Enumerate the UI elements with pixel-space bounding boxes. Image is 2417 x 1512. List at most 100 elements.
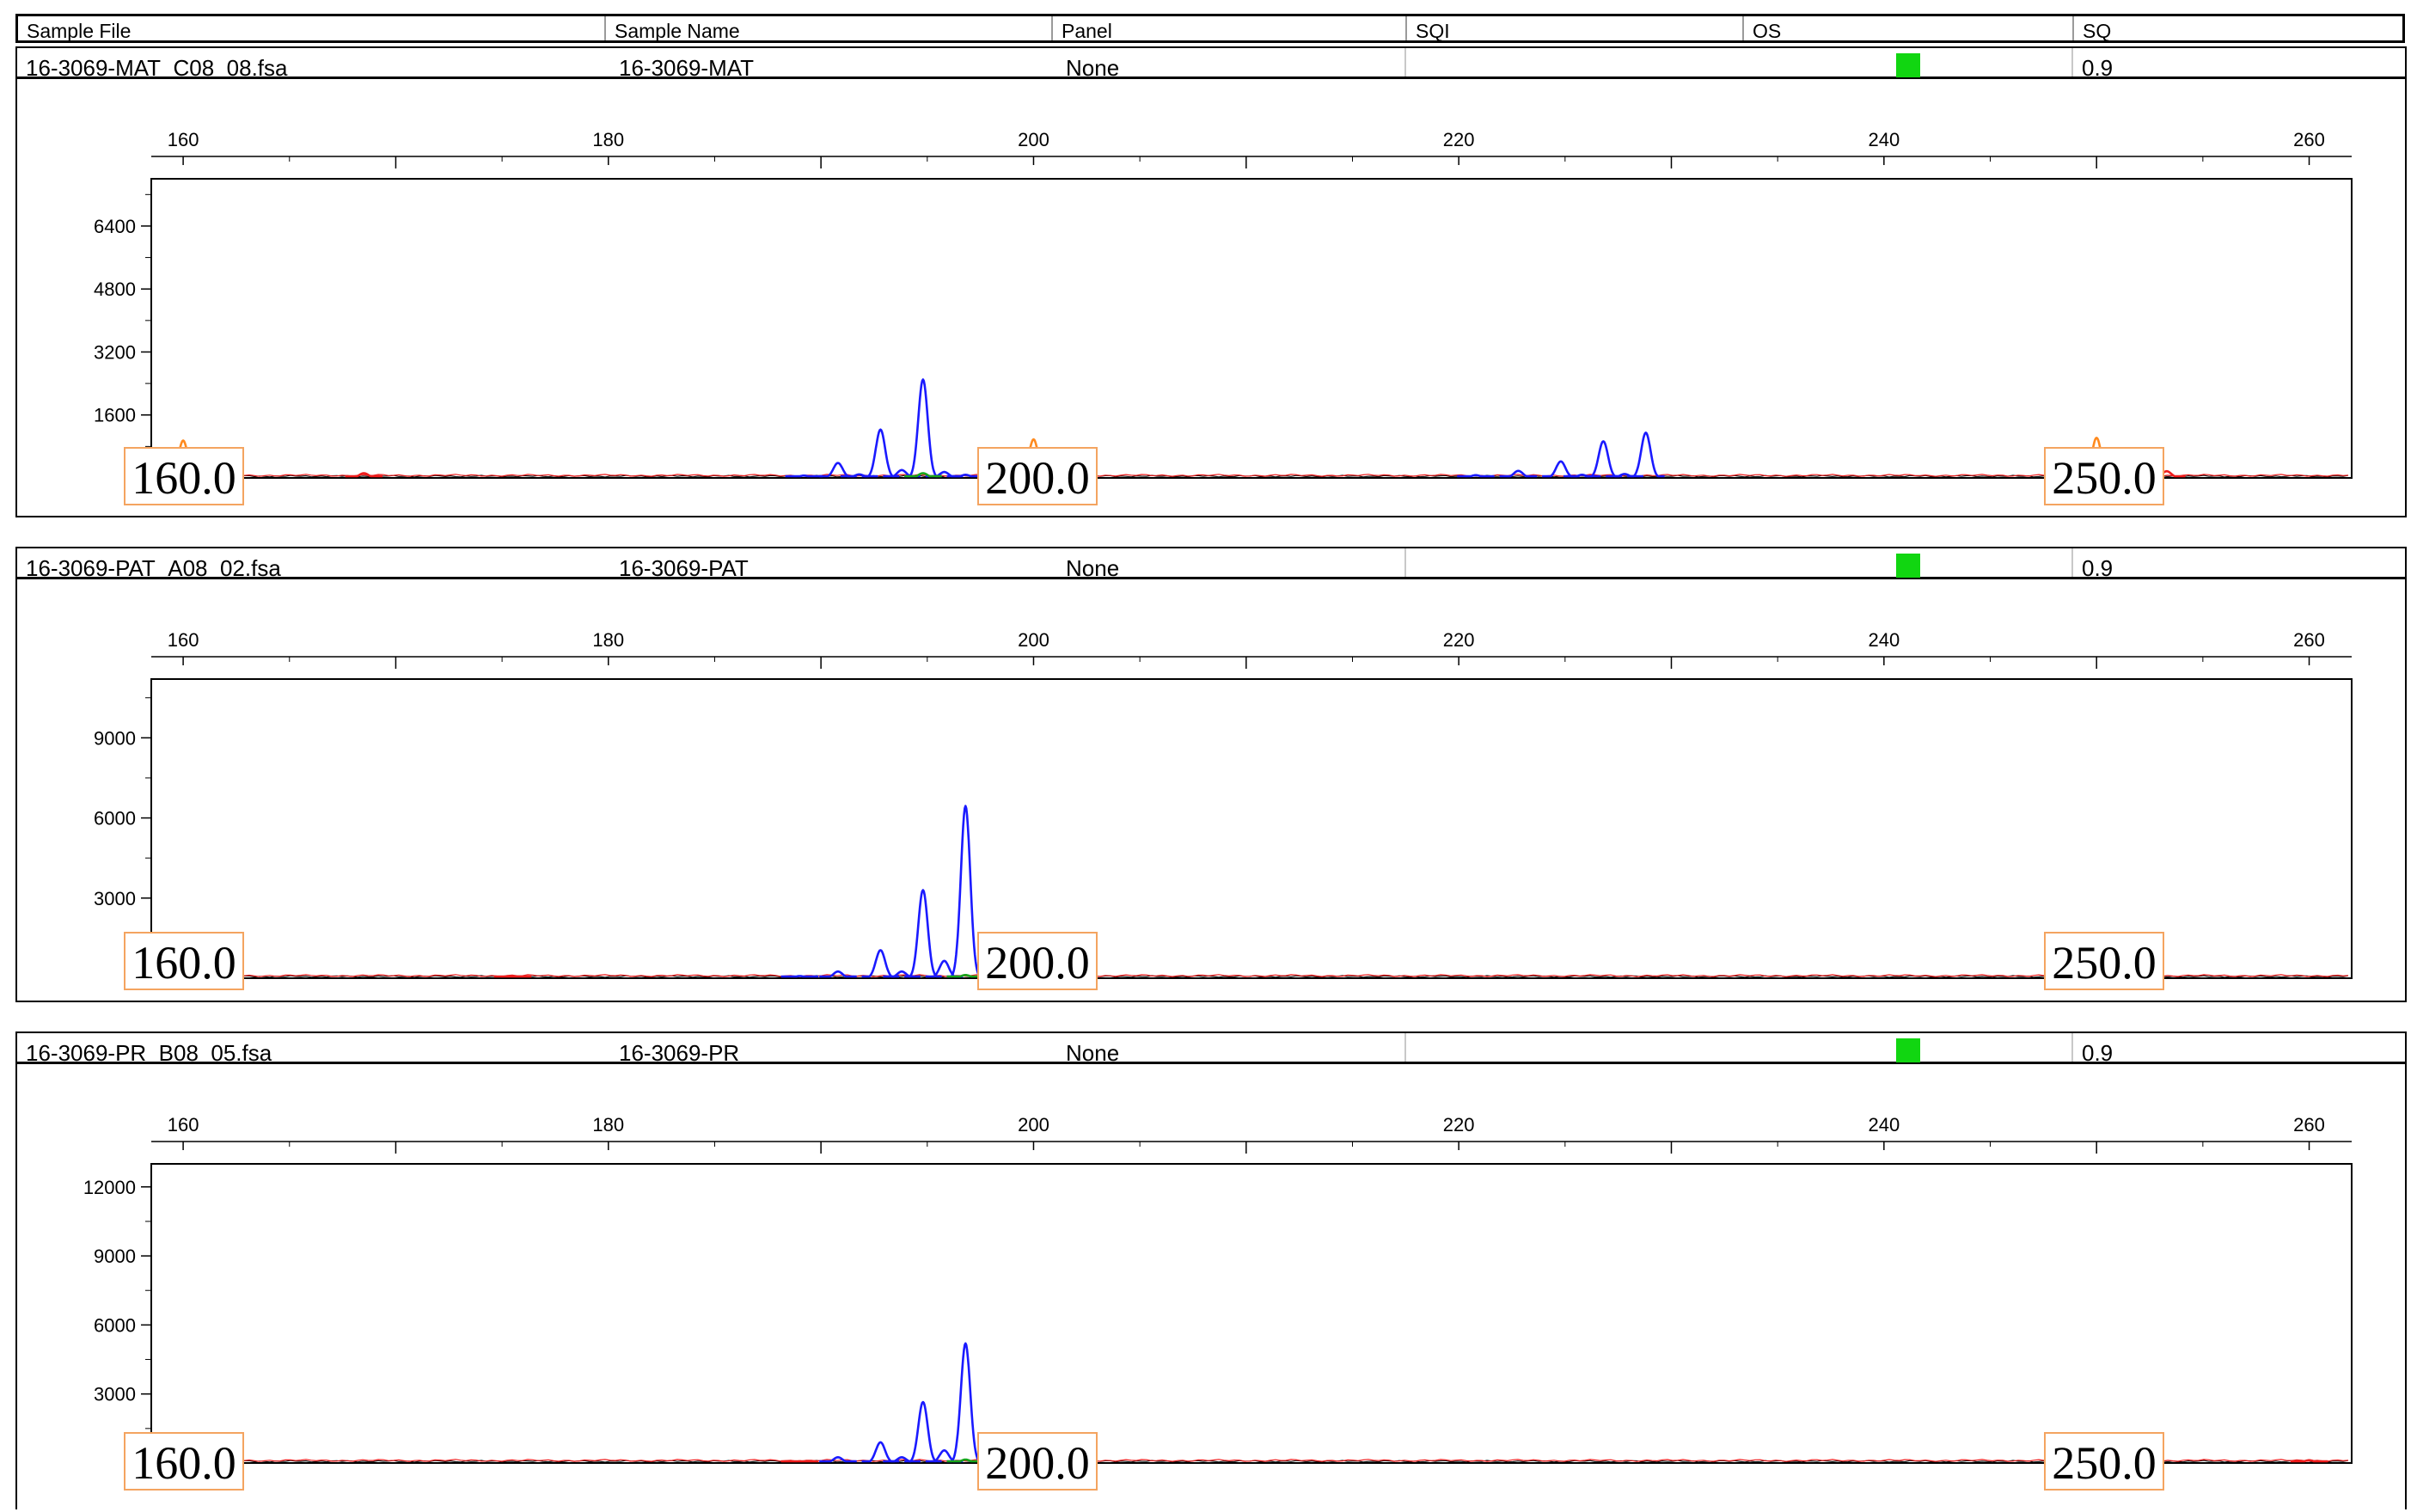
- sample-file-cell: 16-3069-MAT_C08_08.fsa: [26, 55, 288, 77]
- x-tick-label: 240: [1868, 129, 1900, 150]
- sample-panel-mat: 16-3069-MAT_C08_08.fsa 16-3069-MAT None …: [15, 46, 2407, 517]
- y-tick-label: 9000: [94, 1246, 136, 1267]
- electropherogram-plot[interactable]: 1601802002202402600300060009000: [17, 586, 2407, 989]
- size-label-box[interactable]: 160.0: [124, 932, 244, 990]
- sample-info-row[interactable]: 16-3069-MAT_C08_08.fsa 16-3069-MAT None …: [17, 48, 2405, 79]
- size-label-box[interactable]: 160.0: [124, 447, 244, 505]
- sample-name-cell: 16-3069-PR: [619, 1040, 740, 1062]
- blue-peak: [861, 1441, 900, 1463]
- y-tick-label: 3000: [94, 1384, 136, 1405]
- blue-peak: [818, 462, 858, 478]
- column-header-sample-name[interactable]: Sample Name: [604, 16, 1051, 42]
- x-tick-label: 220: [1443, 129, 1475, 150]
- x-tick-label: 180: [592, 629, 624, 651]
- blue-peak: [1584, 440, 1623, 478]
- x-tick-label: 260: [2293, 129, 2325, 150]
- x-tick-label: 160: [168, 1114, 199, 1136]
- sample-name-cell: 16-3069-MAT: [619, 55, 755, 77]
- x-tick-label: 180: [592, 1114, 624, 1136]
- green-peak: [903, 472, 942, 478]
- sqi-cell: [1404, 48, 2071, 77]
- red-peak: [2290, 1459, 2328, 1463]
- os-status-indicator: [1896, 554, 1920, 578]
- column-header-panel[interactable]: Panel: [1051, 16, 1405, 42]
- column-header-sq[interactable]: SQ: [2072, 16, 2402, 42]
- blue-peak: [883, 970, 921, 978]
- x-tick-label: 180: [592, 129, 624, 150]
- column-header-sqi[interactable]: SQI: [1405, 16, 1742, 42]
- size-label-box[interactable]: 250.0: [2044, 932, 2164, 990]
- panel-cell: None: [1066, 555, 1120, 577]
- plot-frame: [150, 1163, 2353, 1464]
- sample-panel-pr: 16-3069-PR_B08_05.fsa 16-3069-PR None 0.…: [15, 1031, 2407, 1509]
- size-label-box[interactable]: 200.0: [977, 932, 1098, 990]
- x-tick-label: 200: [1018, 129, 1049, 150]
- sqi-cell: [1404, 1033, 2071, 1062]
- plot-frame: [150, 678, 2353, 979]
- x-tick-label: 220: [1443, 1114, 1475, 1136]
- column-header-sample-file[interactable]: Sample File: [27, 20, 132, 42]
- blue-peak: [903, 1400, 942, 1463]
- sq-cell: 0.9: [2071, 1033, 2402, 1062]
- blue-peak: [818, 1456, 858, 1463]
- size-label-box[interactable]: 250.0: [2044, 1432, 2164, 1491]
- electropherogram-plot[interactable]: 160180200220240260030006000900012000: [17, 1071, 2407, 1474]
- size-label-box[interactable]: 250.0: [2044, 447, 2164, 505]
- sample-panel-pat: 16-3069-PAT_A08_02.fsa 16-3069-PAT None …: [15, 547, 2407, 1002]
- sqi-cell: [1404, 548, 2071, 577]
- panel-cell: None: [1066, 1040, 1120, 1062]
- baseline-trace: [150, 1459, 2349, 1462]
- size-label-box[interactable]: 200.0: [977, 447, 1098, 505]
- size-label-box[interactable]: 200.0: [977, 1432, 1098, 1491]
- y-tick-label: 4800: [94, 279, 136, 300]
- sq-cell: 0.9: [2071, 48, 2402, 77]
- x-tick-label: 240: [1868, 1114, 1900, 1136]
- blue-peak: [1626, 432, 1665, 478]
- blue-peak: [818, 970, 858, 978]
- y-tick-label: 6000: [94, 808, 136, 829]
- blue-peak: [903, 889, 942, 978]
- y-tick-label: 1600: [94, 405, 136, 426]
- blue-peak: [861, 949, 900, 978]
- size-label-box[interactable]: 160.0: [124, 1432, 244, 1491]
- baseline-trace: [150, 474, 2349, 477]
- blue-peak: [785, 474, 823, 478]
- x-tick-label: 240: [1868, 629, 1900, 651]
- sample-file-cell: 16-3069-PR_B08_05.fsa: [26, 1040, 272, 1062]
- panel-cell: None: [1066, 55, 1120, 77]
- sample-name-cell: 16-3069-PAT: [619, 555, 749, 577]
- blue-peak: [1563, 474, 1601, 478]
- sample-file-cell: 16-3069-PAT_A08_02.fsa: [26, 555, 281, 577]
- os-status-indicator: [1896, 1038, 1920, 1062]
- blue-peak: [840, 473, 878, 478]
- x-tick-label: 220: [1443, 629, 1475, 651]
- blue-peak: [1456, 474, 1496, 478]
- y-tick-label: 6400: [94, 216, 136, 237]
- plot-frame: [150, 178, 2353, 479]
- x-tick-label: 200: [1018, 1114, 1049, 1136]
- x-tick-label: 260: [2293, 1114, 2325, 1136]
- y-tick-label: 12000: [83, 1177, 136, 1198]
- column-header-row: Sample File Sample Name Panel SQI OS SQ: [15, 14, 2405, 43]
- red-peak: [345, 472, 383, 478]
- blue-peak: [780, 975, 819, 978]
- column-header-os[interactable]: OS: [1742, 16, 2072, 42]
- blue-peak: [903, 378, 942, 478]
- os-status-indicator: [1896, 53, 1920, 77]
- x-tick-label: 200: [1018, 629, 1049, 651]
- y-tick-label: 9000: [94, 727, 136, 749]
- y-tick-label: 6000: [94, 1314, 136, 1336]
- x-tick-label: 160: [168, 129, 199, 150]
- blue-peak: [1541, 460, 1580, 478]
- blue-peak: [883, 1456, 921, 1463]
- x-tick-label: 260: [2293, 629, 2325, 651]
- sample-info-row[interactable]: 16-3069-PAT_A08_02.fsa 16-3069-PAT None …: [17, 548, 2405, 579]
- blue-peak: [1605, 473, 1644, 478]
- sample-info-row[interactable]: 16-3069-PR_B08_05.fsa 16-3069-PR None 0.…: [17, 1033, 2405, 1064]
- x-tick-label: 160: [168, 629, 199, 651]
- blue-peak: [861, 428, 900, 478]
- electropherogram-plot[interactable]: 16018020022024026001600320048006400: [17, 86, 2407, 489]
- y-tick-label: 3200: [94, 341, 136, 363]
- y-tick-label: 3000: [94, 888, 136, 909]
- blue-peak: [1499, 469, 1538, 478]
